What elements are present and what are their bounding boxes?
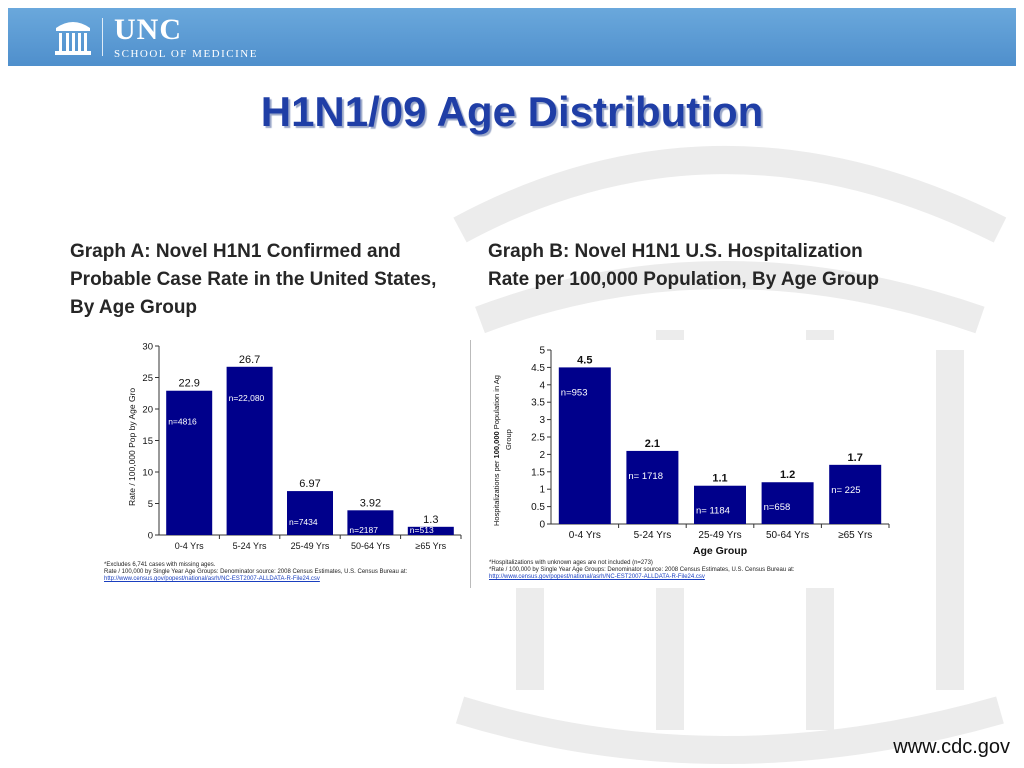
graph-a-bar — [407, 526, 454, 535]
graph-a-y-tick-label: 10 — [142, 468, 153, 479]
graph-b-source-link[interactable]: http://www.census.gov/popest/national/as… — [489, 574, 705, 580]
graph-b-bar — [761, 482, 814, 524]
graph-a-x-axis-label: Age Groups — [285, 557, 336, 558]
graph-b-y-tick-label: 4.5 — [531, 363, 545, 374]
page-title: H1N1/09 Age Distribution — [260, 88, 764, 135]
graph-b-n-label: n= 1718 — [628, 471, 663, 482]
graph-a-n-label: n=7434 — [289, 517, 318, 527]
graph-a-value-label: 26.7 — [239, 354, 260, 366]
graph-a-footnote-2: Rate / 100,000 by Single Year Age Groups… — [104, 569, 408, 575]
graph-a-footnote-1: *Excludes 6,741 cases with missing ages. — [104, 562, 216, 568]
graph-b-category-label: 50-64 Yrs — [766, 530, 809, 541]
logo-org: UNC — [114, 13, 182, 46]
graph-a-value-label: 3.92 — [360, 497, 381, 509]
graph-a-y-tick-label: 5 — [148, 499, 153, 510]
graph-a-y-tick-label: 20 — [142, 405, 153, 416]
graph-a-n-label: n=2187 — [349, 525, 378, 535]
graph-a-panel: 0 5 10 15 20 25 30 22.9 n=4816 0-4 Yrs 26.7 n=22,08… — [102, 338, 464, 586]
graph-b-bar — [626, 450, 679, 524]
graph-a-category-label: ≥65 Yrs — [415, 541, 446, 551]
graph-b-value-label: 1.7 — [848, 452, 863, 464]
graph-a-y-tick-label: 0 — [148, 531, 153, 542]
graph-a-value-label: 6.97 — [299, 478, 320, 490]
graph-a-bar — [347, 510, 394, 535]
graph-b-x-axis-label: Age Group — [693, 545, 747, 557]
graph-b-category-label: 25-49 Yrs — [698, 530, 741, 541]
graph-b-y-tick-label: 2.5 — [531, 433, 545, 444]
graph-a-n-label: n=4816 — [168, 417, 197, 427]
graph-b-bar — [694, 485, 746, 524]
logo-divider — [102, 18, 103, 56]
graph-b-n-label: n=658 — [764, 502, 791, 513]
graph-b-y-axis-label-line2: Group — [504, 429, 513, 450]
graph-a-y-tick-label: 30 — [142, 342, 153, 353]
graph-a-n-label: n=513 — [410, 525, 434, 535]
graph-a-category-label: 50-64 Yrs — [351, 541, 390, 551]
graph-b-category-label: 5-24 Yrs — [634, 530, 672, 541]
graph-b-value-label: 1.1 — [712, 473, 727, 485]
graph-b-category-label: ≥65 Yrs — [838, 530, 872, 541]
graph-a-chart: 0 5 10 15 20 25 30 22.9 n=4816 0-4 Yrs 26.7 n=22,08… — [127, 342, 462, 568]
graph-b-value-label: 2.1 — [645, 438, 660, 450]
graph-b-y-tick-label: 0 — [539, 520, 545, 531]
graph-a-title: Graph A: Novel H1N1 Confirmed and Probab… — [70, 241, 437, 318]
graph-a-bar — [287, 491, 333, 535]
graph-b-bar — [829, 464, 882, 524]
graph-a-n-label: n=22,080 — [229, 393, 265, 403]
graph-a-category-label: 0-4 Yrs — [175, 541, 204, 551]
graph-b-title: Graph B: Novel H1N1 U.S. Hospitalization… — [488, 241, 880, 290]
graph-b-value-label: 4.5 — [577, 354, 592, 366]
graph-a-category-label: 25-49 Yrs — [291, 541, 330, 551]
graph-b-panel: 0 0.5 1 1.5 2 2.5 3 3.5 4 4.5 5 4.5 n=953 0-4 Yrs 2.1 n… — [470, 340, 899, 588]
graph-b-y-tick-label: 3 — [539, 415, 545, 426]
graph-b-y-tick-label: 0.5 — [531, 502, 545, 513]
graph-b-n-label: n=953 — [561, 387, 588, 398]
graph-b-y-tick-label: 1 — [539, 485, 545, 496]
graph-b-n-label: n= 1184 — [696, 506, 730, 517]
graph-a-bar — [226, 366, 273, 535]
graph-a-footnotes: *Excludes 6,741 cases with missing ages.… — [104, 562, 462, 583]
graph-a-bar — [166, 390, 213, 535]
graph-b-footnotes: *Hospitalizations with unknown ages are … — [489, 560, 897, 581]
graph-b-footnote-1: *Hospitalizations with unknown ages are … — [489, 560, 653, 566]
old-well-logo-icon — [55, 22, 91, 55]
graph-b-y-tick-label: 2 — [539, 450, 545, 461]
graph-b-n-label: n= 225 — [831, 485, 860, 496]
graph-b-value-label: 1.2 — [780, 469, 795, 481]
graph-b-category-label: 0-4 Yrs — [569, 530, 601, 541]
graph-b-y-tick-label: 3.5 — [531, 398, 545, 409]
graph-b-footnote-2: *Rate / 100,000 by Single Year Age Group… — [489, 567, 795, 573]
graph-a-value-label: 22.9 — [178, 378, 199, 390]
graph-a-y-tick-label: 25 — [142, 373, 153, 384]
graph-a-y-tick-label: 15 — [142, 436, 153, 447]
graph-b-y-tick-label: 4 — [539, 380, 545, 391]
graph-b-y-tick-label: 5 — [539, 346, 545, 357]
graph-a-value-label: 1.3 — [423, 514, 438, 526]
graph-b-y-tick-label: 1.5 — [531, 467, 545, 478]
header-band: UNC SCHOOL OF MEDICINE — [8, 8, 1016, 66]
graph-b-bar — [558, 367, 611, 524]
source-url[interactable]: www.cdc.gov — [893, 736, 1010, 758]
graph-a-source-link[interactable]: http://www.census.gov/popest/national/as… — [104, 576, 320, 582]
graph-a-category-label: 5-24 Yrs — [233, 541, 267, 551]
graph-b-y-axis-label: Hospitalizations per 100,000 Population … — [492, 375, 501, 526]
graph-a-y-axis-label: Rate / 100,000 Pop by Age Gro — [127, 388, 137, 506]
logo-school: SCHOOL OF MEDICINE — [114, 48, 258, 60]
graph-b-chart: 0 0.5 1 1.5 2 2.5 3 3.5 4 4.5 5 4.5 n=953 0-4 Yrs 2.1 n… — [492, 346, 890, 557]
